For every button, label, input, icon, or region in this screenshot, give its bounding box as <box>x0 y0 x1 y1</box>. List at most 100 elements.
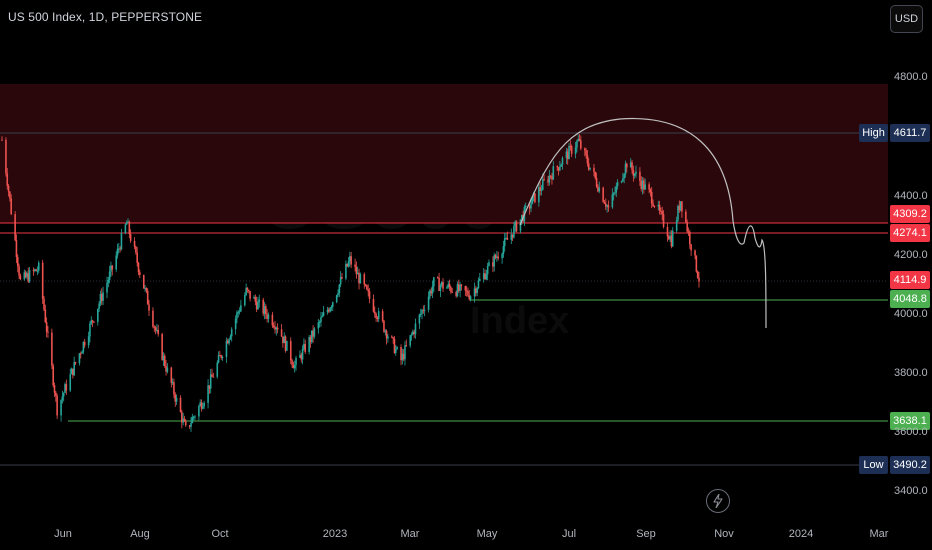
candle-up <box>295 357 297 366</box>
candle-up <box>488 262 490 267</box>
candle-down <box>18 266 20 276</box>
candle-down <box>52 365 54 386</box>
candle-down <box>464 286 467 291</box>
candle-up <box>414 323 417 335</box>
currency-label: USD <box>894 13 919 25</box>
candle-up <box>644 184 646 190</box>
candle-down <box>291 360 293 365</box>
candle-down <box>254 297 257 302</box>
candle-down <box>413 331 415 335</box>
candle-down <box>136 252 138 263</box>
candle-up <box>118 248 120 250</box>
candle-down <box>341 277 343 279</box>
candle-up <box>107 279 110 283</box>
candle-up <box>387 336 389 339</box>
candle-down <box>569 146 572 148</box>
candle-down <box>373 311 376 314</box>
candle-down <box>246 287 249 290</box>
x-tick-label: 2023 <box>322 528 348 540</box>
candle-down <box>91 320 94 322</box>
candle-up <box>345 263 347 279</box>
candle-up <box>125 222 128 225</box>
candle-up <box>286 340 288 351</box>
candle-down <box>695 255 698 272</box>
candle-up <box>616 182 619 187</box>
candle-up <box>301 348 304 360</box>
candle-up <box>669 235 671 240</box>
candle-up <box>102 292 104 301</box>
candle-up <box>61 396 64 400</box>
candle-up <box>283 336 286 344</box>
candle-down <box>19 275 22 280</box>
candle-up <box>598 187 601 192</box>
candle-down <box>393 338 396 354</box>
candle-up <box>37 262 40 271</box>
bolt-icon[interactable] <box>706 489 730 513</box>
candle-down <box>165 365 167 372</box>
candle-up <box>524 205 527 208</box>
candle-up <box>64 384 66 393</box>
candle-down <box>51 332 53 366</box>
candle-up <box>561 157 564 165</box>
candle-up <box>87 336 90 346</box>
candle-up <box>633 173 636 176</box>
candle-down <box>276 327 279 330</box>
candle-down <box>385 330 388 339</box>
candle-down <box>678 205 681 211</box>
candle-up <box>503 238 506 247</box>
candle-down <box>578 139 581 141</box>
y-tick-label: 4000.0 <box>894 308 928 320</box>
candle-up <box>377 311 380 319</box>
candle-down <box>163 355 166 366</box>
candle-down <box>274 326 276 330</box>
candle-up <box>97 308 99 322</box>
candle-up <box>423 309 426 311</box>
candle-down <box>350 256 352 265</box>
candle-up <box>560 164 562 167</box>
candle-up <box>657 204 660 207</box>
candle-down <box>56 395 58 416</box>
candle-up <box>62 392 65 397</box>
candle-up <box>23 272 26 280</box>
candle-up <box>482 273 485 279</box>
candle-up <box>671 230 674 247</box>
candle-up <box>412 331 414 335</box>
candle-down <box>170 367 173 383</box>
candle-up <box>199 402 201 406</box>
candle-up <box>568 146 570 160</box>
candle-down <box>652 203 654 206</box>
candle-down <box>111 265 114 270</box>
candle-up <box>90 320 93 324</box>
candle-up <box>234 318 237 330</box>
candle-up <box>108 271 111 280</box>
candle-down <box>312 330 314 337</box>
candle-up <box>675 220 678 231</box>
candle-up <box>612 193 615 195</box>
candle-down <box>55 392 57 396</box>
candle-down <box>83 341 86 346</box>
candle-up <box>677 205 679 221</box>
candle-up <box>615 186 618 193</box>
candle-up <box>257 301 259 310</box>
y-tick-label: 3800.0 <box>894 367 928 379</box>
candle-down <box>442 282 444 289</box>
candle-up <box>267 314 270 319</box>
candle-down <box>93 321 95 323</box>
candle-up <box>293 365 296 369</box>
candle-up <box>577 139 580 142</box>
candle-down <box>354 264 356 267</box>
currency-button[interactable]: USD <box>890 5 923 33</box>
candle-down <box>640 181 643 189</box>
candle-up <box>182 418 184 423</box>
y-tick-label: 4200.0 <box>894 249 928 261</box>
candle-up <box>320 317 322 323</box>
candle-down <box>226 340 229 344</box>
candle-up <box>337 293 339 296</box>
candle-down <box>658 204 661 211</box>
candle-up <box>429 290 431 297</box>
candle-up <box>36 270 39 272</box>
x-tick-label: Sep <box>636 528 656 540</box>
symbol-title[interactable]: US 500 Index, 1D, PEPPERSTONE <box>8 10 203 24</box>
candle-down <box>135 246 137 253</box>
